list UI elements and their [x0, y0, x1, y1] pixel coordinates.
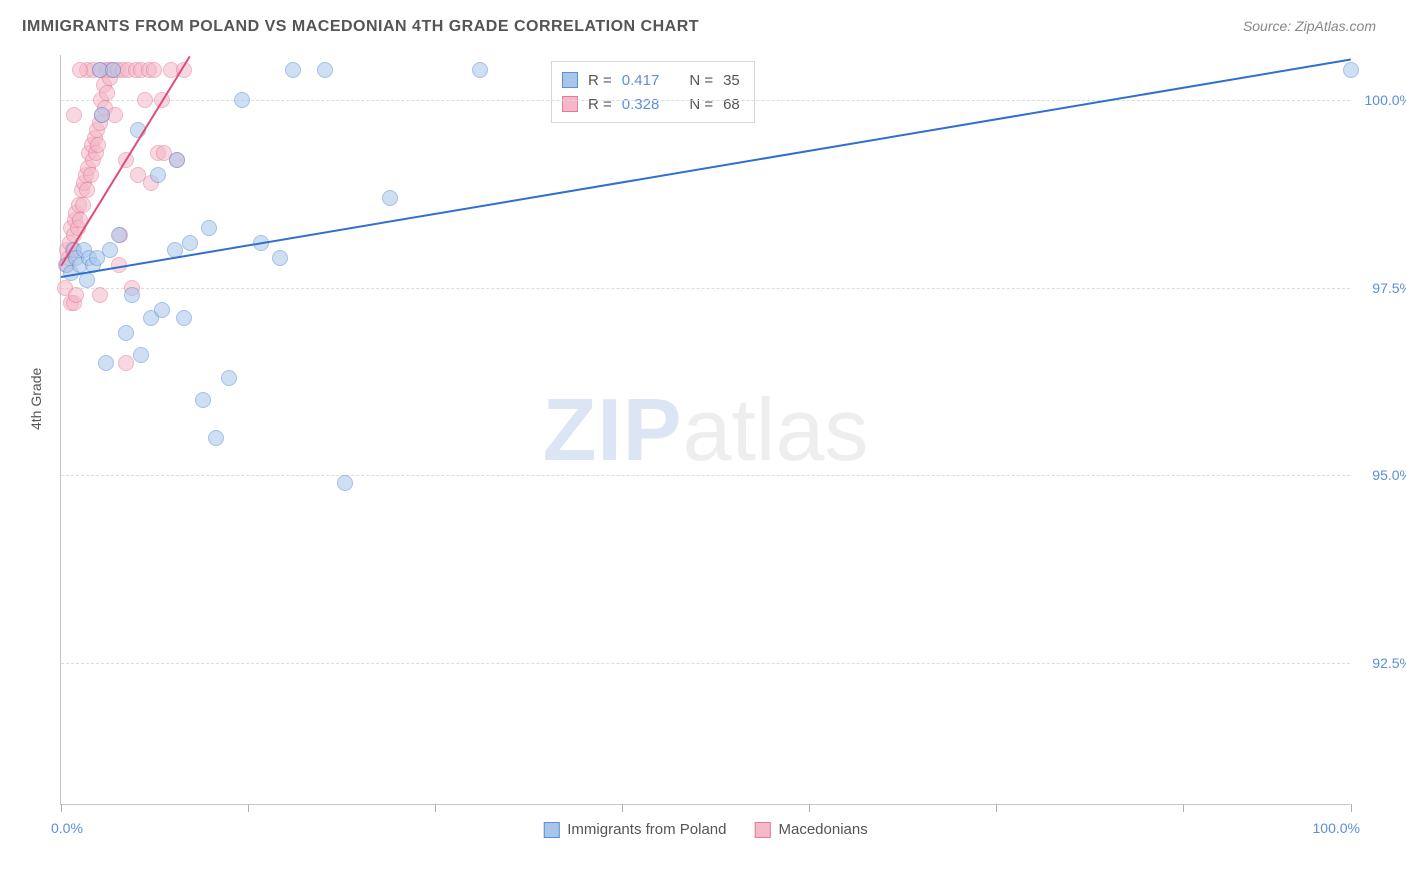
x-axis-max-label: 100.0% — [1313, 820, 1360, 836]
scatter-point — [137, 92, 153, 108]
scatter-point — [83, 167, 99, 183]
n-label: N = — [689, 72, 713, 89]
legend-label: Macedonians — [779, 821, 868, 838]
scatter-point — [150, 167, 166, 183]
scatter-point — [92, 287, 108, 303]
scatter-point — [176, 310, 192, 326]
legend-item-macedonia: Macedonians — [755, 821, 868, 838]
x-tick — [1183, 804, 1184, 812]
scatter-point — [105, 62, 121, 78]
x-tick — [435, 804, 436, 812]
gridline — [61, 288, 1350, 289]
scatter-point — [382, 190, 398, 206]
scatter-point — [98, 355, 114, 371]
source-attribution: Source: ZipAtlas.com — [1243, 18, 1376, 34]
scatter-point — [133, 347, 149, 363]
legend-row-poland: R = 0.417 N = 35 — [562, 68, 740, 92]
scatter-point — [72, 62, 88, 78]
scatter-point — [68, 287, 84, 303]
n-label: N = — [689, 96, 713, 113]
scatter-point — [201, 220, 217, 236]
n-value-poland: 35 — [723, 72, 740, 89]
scatter-point — [195, 392, 211, 408]
x-tick — [996, 804, 997, 812]
scatter-point — [118, 355, 134, 371]
source-prefix: Source: — [1243, 18, 1295, 34]
scatter-point — [79, 182, 95, 198]
scatter-point — [472, 62, 488, 78]
y-tick-label: 95.0% — [1372, 467, 1406, 483]
gridline — [61, 663, 1350, 664]
scatter-point — [102, 242, 118, 258]
x-tick — [248, 804, 249, 812]
scatter-point — [90, 137, 106, 153]
legend-swatch-icon — [755, 822, 771, 838]
x-tick — [809, 804, 810, 812]
watermark-zip: ZIP — [543, 380, 683, 479]
scatter-point — [111, 227, 127, 243]
y-axis-title: 4th Grade — [28, 368, 44, 430]
scatter-point — [221, 370, 237, 386]
legend-swatch-icon — [543, 822, 559, 838]
scatter-plot: ZIPatlas R = 0.417 N = 35 R = 0.328 N = … — [60, 55, 1350, 805]
r-value-poland: 0.417 — [622, 72, 660, 89]
scatter-point — [154, 302, 170, 318]
r-label: R = — [588, 96, 612, 113]
scatter-point — [99, 85, 115, 101]
correlation-legend: R = 0.417 N = 35 R = 0.328 N = 68 — [551, 61, 755, 123]
scatter-point — [94, 107, 110, 123]
watermark-atlas: atlas — [683, 380, 869, 479]
r-value-macedonia: 0.328 — [622, 96, 660, 113]
gridline — [61, 100, 1350, 101]
watermark: ZIPatlas — [543, 379, 869, 481]
legend-item-poland: Immigrants from Poland — [543, 821, 726, 838]
scatter-point — [208, 430, 224, 446]
scatter-point — [124, 287, 140, 303]
x-tick — [1351, 804, 1352, 812]
legend-swatch-poland — [562, 72, 578, 88]
scatter-point — [75, 197, 91, 213]
source-name: ZipAtlas.com — [1295, 18, 1376, 34]
scatter-point — [66, 107, 82, 123]
scatter-point — [272, 250, 288, 266]
scatter-point — [317, 62, 333, 78]
chart-title: IMMIGRANTS FROM POLAND VS MACEDONIAN 4TH… — [22, 18, 699, 36]
scatter-point — [169, 152, 185, 168]
legend-swatch-macedonia — [562, 96, 578, 112]
n-value-macedonia: 68 — [723, 96, 740, 113]
r-label: R = — [588, 72, 612, 89]
scatter-point — [182, 235, 198, 251]
y-tick-label: 100.0% — [1365, 92, 1406, 108]
scatter-point — [1343, 62, 1359, 78]
x-axis-min-label: 0.0% — [51, 820, 83, 836]
series-legend: Immigrants from Poland Macedonians — [543, 821, 867, 838]
legend-row-macedonia: R = 0.328 N = 68 — [562, 92, 740, 116]
y-tick-label: 92.5% — [1372, 655, 1406, 671]
x-tick — [61, 804, 62, 812]
scatter-point — [234, 92, 250, 108]
gridline — [61, 475, 1350, 476]
scatter-point — [337, 475, 353, 491]
scatter-point — [118, 325, 134, 341]
scatter-point — [285, 62, 301, 78]
x-tick — [622, 804, 623, 812]
scatter-point — [146, 62, 162, 78]
legend-label: Immigrants from Poland — [567, 821, 726, 838]
y-tick-label: 97.5% — [1372, 280, 1406, 296]
